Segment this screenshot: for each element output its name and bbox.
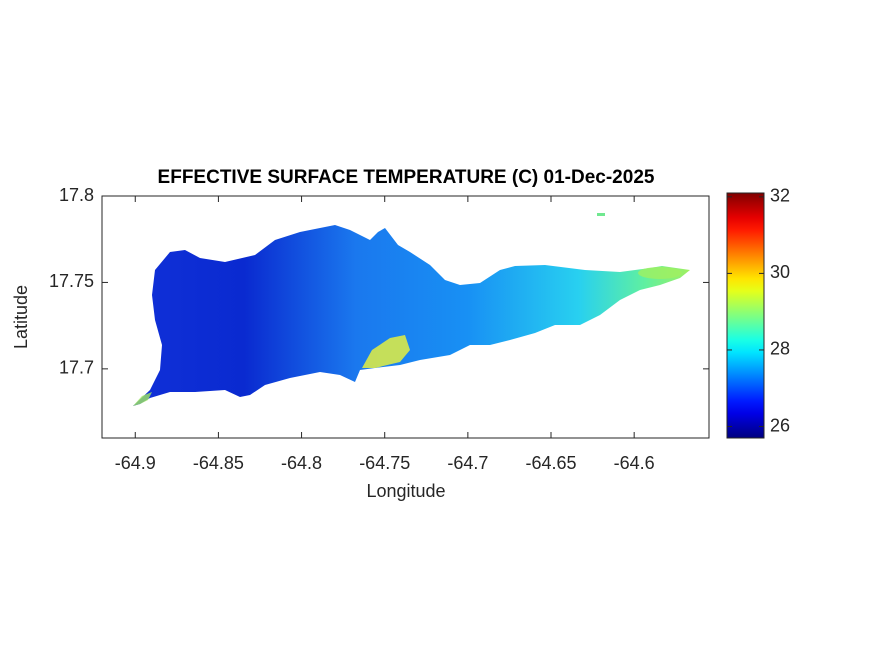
x-tick-label: -64.6 (614, 453, 655, 473)
warm-patch (362, 335, 410, 368)
colorbar-tick-label: 32 (770, 186, 790, 206)
colorbar (726, 192, 765, 439)
islet (597, 213, 605, 216)
y-tick-label: 17.75 (49, 271, 94, 291)
colorbar-tick-label: 30 (770, 262, 790, 282)
island-map (133, 213, 690, 406)
x-tick-label: -64.75 (359, 453, 410, 473)
chart-title: EFFECTIVE SURFACE TEMPERATURE (C) 01-Dec… (158, 167, 655, 188)
y-tick-label: 17.8 (59, 185, 94, 205)
x-axis-label: Longitude (366, 481, 445, 501)
x-tick-label: -64.85 (193, 453, 244, 473)
x-tick-label: -64.8 (281, 453, 322, 473)
x-tick-label: -64.65 (525, 453, 576, 473)
island (133, 225, 690, 406)
colorbar-tick-label: 26 (770, 415, 790, 435)
colorbar-tick-label: 28 (770, 339, 790, 359)
west-tip (133, 392, 152, 406)
y-tick-label: 17.7 (59, 358, 94, 378)
east-tip (638, 267, 682, 279)
plot-box (101, 195, 710, 439)
x-tick-label: -64.9 (115, 453, 156, 473)
x-tick-label: -64.7 (447, 453, 488, 473)
y-axis-label: Latitude (11, 285, 31, 349)
